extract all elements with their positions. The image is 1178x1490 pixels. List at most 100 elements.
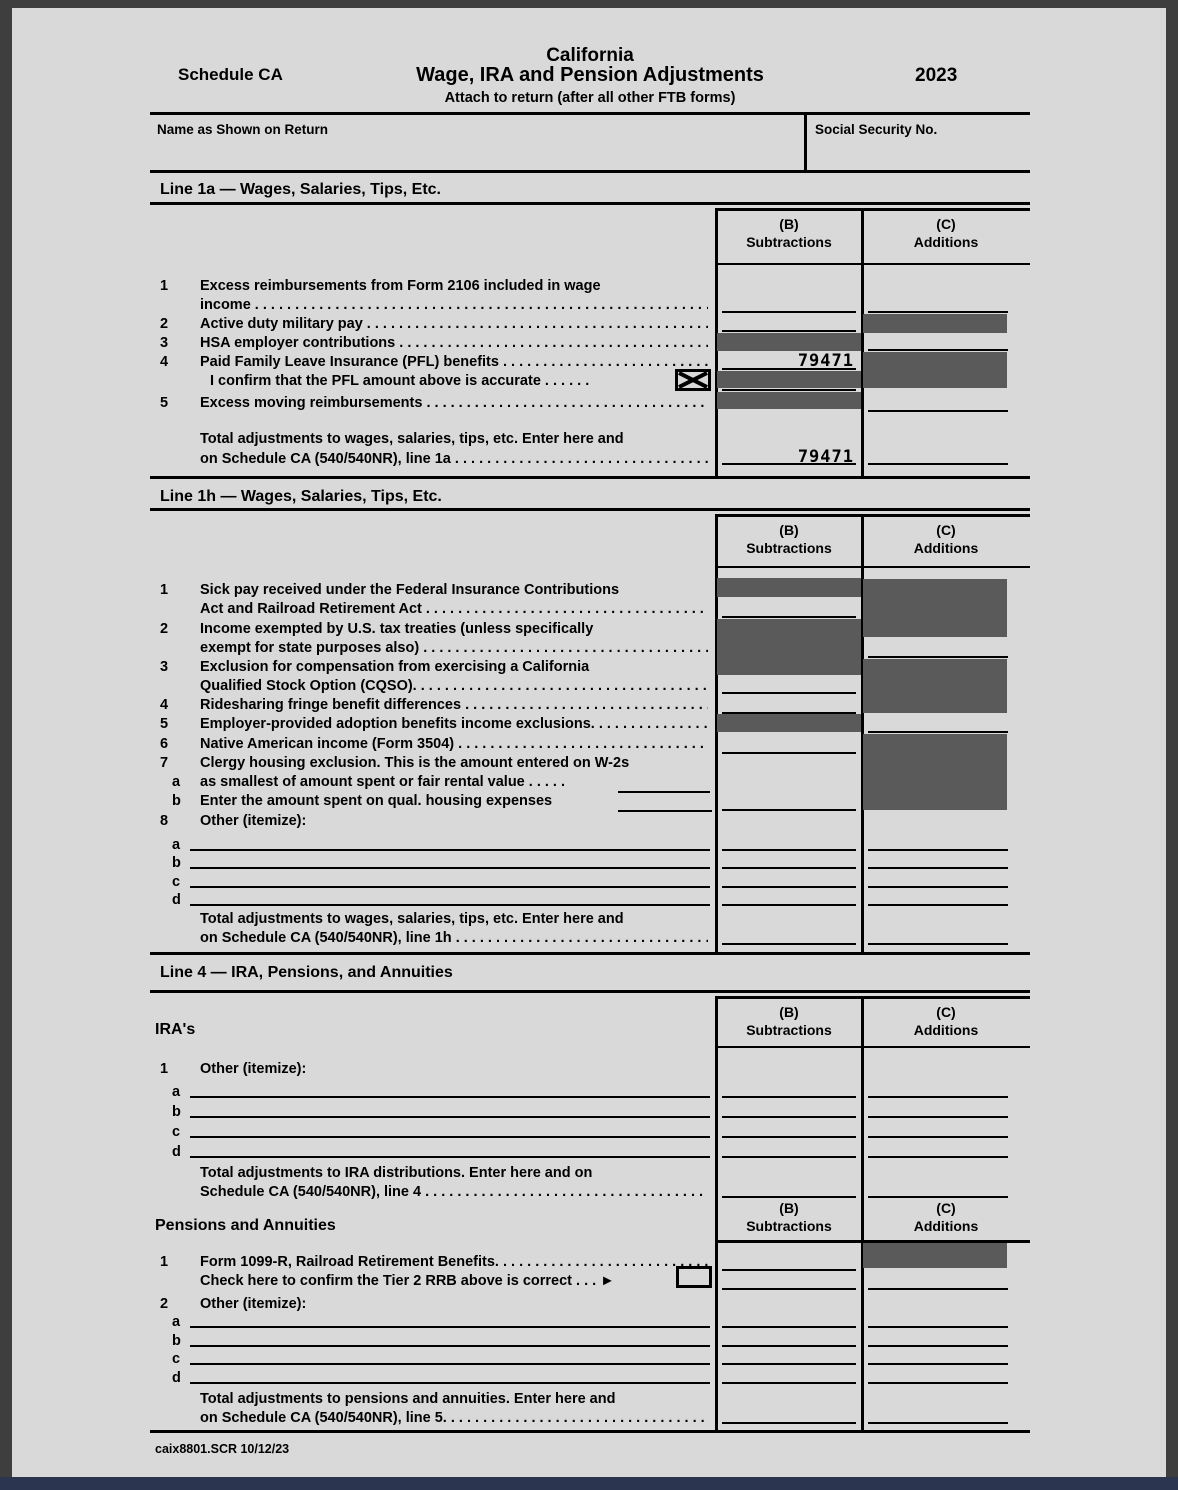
table-vline-b	[715, 996, 718, 1432]
field-ira1c-subtractions[interactable]	[722, 1136, 856, 1138]
disabled-1a3-subtractions	[717, 333, 861, 351]
line-number: 8	[160, 813, 169, 829]
field-1h8a-subtractions[interactable]	[722, 849, 856, 851]
section-line	[150, 202, 1030, 205]
field-pen2a-subtractions[interactable]	[722, 1326, 856, 1328]
value-1a-total-subtraction[interactable]: 79471	[797, 447, 854, 467]
field-ira1d-desc[interactable]	[190, 1156, 710, 1158]
disabled-1a4b-subtractions	[717, 371, 861, 388]
total-label: Schedule CA (540/540NR), line 4 . . . . …	[200, 1184, 708, 1200]
field-pen2b-desc[interactable]	[190, 1345, 710, 1347]
col-b-header: (B)	[779, 522, 799, 538]
itemize-letter: d	[172, 1144, 181, 1160]
field-1h8c-subtractions[interactable]	[722, 886, 856, 888]
sub-letter: b	[172, 793, 181, 809]
row-label: Native American income (Form 3504) . . .…	[200, 736, 708, 752]
field-pen2a-additions[interactable]	[868, 1326, 1008, 1328]
field-1h7b-amount[interactable]	[618, 810, 712, 812]
section-line	[150, 990, 1030, 993]
col-c-subheader: Additions	[913, 234, 979, 250]
sub-letter: a	[172, 774, 181, 790]
field-1a5-additions[interactable]	[868, 410, 1008, 412]
field-1h-total-additions[interactable]	[868, 943, 1008, 945]
itemize-letter: b	[172, 1333, 181, 1349]
field-1a4-subtractions[interactable]	[722, 368, 856, 370]
disabled-1h6-additions	[863, 734, 1007, 810]
field-ira1b-subtractions[interactable]	[722, 1116, 856, 1118]
field-1h8d-desc[interactable]	[190, 904, 710, 906]
field-1h8a-additions[interactable]	[868, 849, 1008, 851]
field-1h6-subtractions[interactable]	[722, 752, 856, 754]
field-pen2c-desc[interactable]	[190, 1363, 710, 1365]
itemize-letter: b	[172, 855, 181, 871]
field-pen1b-subtractions[interactable]	[722, 1288, 856, 1290]
field-1h8b-desc[interactable]	[190, 867, 710, 869]
pfl-confirm-checkbox-checked[interactable]	[675, 369, 711, 391]
field-ira1a-desc[interactable]	[190, 1096, 710, 1098]
field-ira-total-subtractions[interactable]	[722, 1196, 856, 1198]
section-title-line1a: Line 1a — Wages, Salaries, Tips, Etc.	[160, 181, 441, 198]
field-pen2a-desc[interactable]	[190, 1326, 710, 1328]
field-1a1-subtractions[interactable]	[722, 311, 856, 313]
field-1a1-additions[interactable]	[868, 311, 1008, 313]
field-1h8d-subtractions[interactable]	[722, 904, 856, 906]
ssn-input[interactable]	[815, 138, 1025, 166]
field-1h4-subtractions[interactable]	[722, 712, 856, 714]
field-ira1a-additions[interactable]	[868, 1096, 1008, 1098]
field-ira1c-desc[interactable]	[190, 1136, 710, 1138]
field-1h7a-amount[interactable]	[618, 791, 710, 793]
table-top-line	[715, 208, 1030, 211]
field-ira1a-subtractions[interactable]	[722, 1096, 856, 1098]
field-pen-total-additions[interactable]	[868, 1422, 1008, 1424]
field-1h8a-desc[interactable]	[190, 849, 710, 851]
line-number: 5	[160, 395, 169, 411]
pfl-confirm-label: I confirm that the PFL amount above is a…	[210, 373, 590, 389]
field-1a2-subtractions[interactable]	[722, 330, 856, 332]
table-vline-b	[715, 208, 718, 477]
field-pen2d-additions[interactable]	[868, 1382, 1008, 1384]
itemize-letter: c	[172, 874, 181, 890]
disabled-1a2-additions	[863, 314, 1007, 333]
row-label: income . . . . . . . . . . . . . . . . .…	[200, 297, 708, 313]
field-pen2d-subtractions[interactable]	[722, 1382, 856, 1384]
field-pen2c-additions[interactable]	[868, 1363, 1008, 1365]
value-pfl-subtraction[interactable]: 79471	[797, 351, 854, 371]
name-label: Name as Shown on Return	[157, 122, 329, 137]
field-1h8b-subtractions[interactable]	[722, 867, 856, 869]
field-1h8d-additions[interactable]	[868, 904, 1008, 906]
disabled-1h2-subtractions	[717, 619, 861, 675]
field-pen2b-subtractions[interactable]	[722, 1345, 856, 1347]
field-1h8c-additions[interactable]	[868, 886, 1008, 888]
table-top-line	[715, 514, 1030, 517]
field-ira1d-additions[interactable]	[868, 1156, 1008, 1158]
field-1h1-subtractions[interactable]	[722, 616, 856, 618]
table-vline-c	[861, 514, 864, 954]
field-1h-total-subtractions[interactable]	[722, 943, 856, 945]
row-label: as smallest of amount spent or fair rent…	[200, 774, 566, 790]
field-ira1d-subtractions[interactable]	[722, 1156, 856, 1158]
field-pen1-subtractions[interactable]	[722, 1269, 856, 1271]
field-1h8c-desc[interactable]	[190, 886, 710, 888]
field-pen2b-additions[interactable]	[868, 1345, 1008, 1347]
field-pen-total-subtractions[interactable]	[722, 1422, 856, 1424]
field-ira1b-desc[interactable]	[190, 1116, 710, 1118]
table-vline-b	[715, 514, 718, 954]
field-1h7-subtractions[interactable]	[722, 809, 856, 811]
field-1h3-subtractions[interactable]	[722, 692, 856, 694]
field-ira-total-additions[interactable]	[868, 1196, 1008, 1198]
field-ira1c-additions[interactable]	[868, 1136, 1008, 1138]
itemize-letter: a	[172, 837, 181, 853]
name-input[interactable]	[157, 138, 787, 166]
field-pen1b-additions[interactable]	[868, 1288, 1008, 1290]
col-c-header: (C)	[936, 1200, 956, 1216]
section-title-line4: Line 4 — IRA, Pensions, and Annuities	[160, 964, 453, 981]
field-1a-total-subtractions[interactable]	[722, 463, 856, 465]
field-pen2d-desc[interactable]	[190, 1382, 710, 1384]
pensions-label: Pensions and Annuities	[155, 1217, 336, 1234]
field-pen2c-subtractions[interactable]	[722, 1363, 856, 1365]
tier2-rrb-checkbox[interactable]	[676, 1266, 712, 1288]
field-1a-total-additions[interactable]	[868, 463, 1008, 465]
field-ira1b-additions[interactable]	[868, 1116, 1008, 1118]
field-1h8b-additions[interactable]	[868, 867, 1008, 869]
